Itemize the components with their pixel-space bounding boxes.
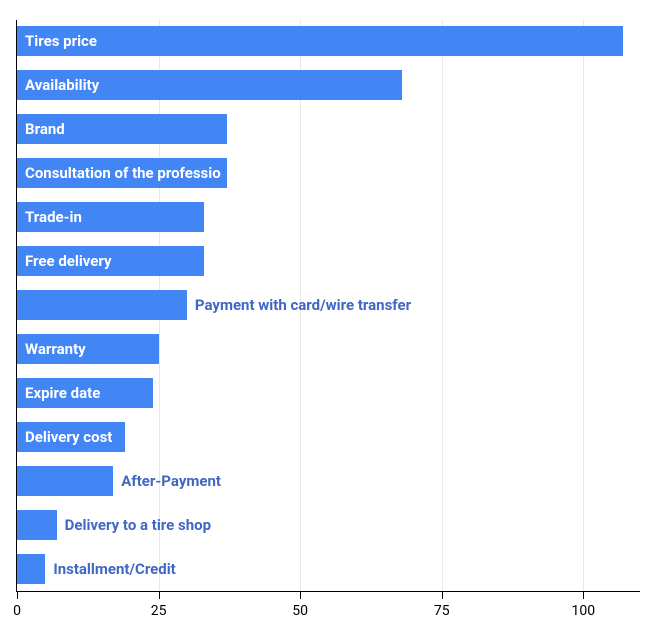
bar-row: Tires price — [17, 26, 640, 56]
plot-area: 0255075100Tires priceAvailabilityBrandCo… — [16, 20, 640, 592]
bar — [17, 26, 623, 56]
bar — [17, 70, 402, 100]
bar — [17, 466, 113, 496]
x-tick — [583, 591, 584, 599]
bar-row: Expire date — [17, 378, 640, 408]
bar — [17, 158, 227, 188]
bar — [17, 554, 45, 584]
bar — [17, 246, 204, 276]
bar-row: Consultation of the professio — [17, 158, 640, 188]
bar-row: Delivery cost — [17, 422, 640, 452]
bar-chart: 0 25 50 75 100 Tires price Availability Brand Co… — [0, 0, 664, 632]
bar-row: Brand — [17, 114, 640, 144]
bar-row: Installment/Credit — [17, 554, 640, 584]
bar-label: Delivery to a tire shop — [57, 510, 219, 540]
x-tick-label: 100 — [572, 603, 596, 619]
bar-row: Availability — [17, 70, 640, 100]
bar-label: After-Payment — [113, 466, 229, 496]
x-tick-label: 0 — [13, 603, 21, 619]
bar — [17, 378, 153, 408]
bar-label: Payment with card/wire transfer — [187, 290, 419, 320]
bar-row: Warranty — [17, 334, 640, 364]
bar-row: Free delivery — [17, 246, 640, 276]
x-tick — [442, 591, 443, 599]
bar-row: Delivery to a tire shop — [17, 510, 640, 540]
bar-row: After-Payment — [17, 466, 640, 496]
bar-row: Trade-in — [17, 202, 640, 232]
x-tick — [17, 591, 18, 599]
x-tick — [159, 591, 160, 599]
bar — [17, 202, 204, 232]
bar — [17, 510, 57, 540]
x-tick — [300, 591, 301, 599]
bar — [17, 114, 227, 144]
bar — [17, 334, 159, 364]
bar — [17, 290, 187, 320]
x-tick-label: 75 — [434, 603, 450, 619]
bar-row: Payment with card/wire transfer — [17, 290, 640, 320]
bar — [17, 422, 125, 452]
x-tick-label: 25 — [151, 603, 167, 619]
x-tick-label: 50 — [292, 603, 308, 619]
bar-label: Installment/Credit — [45, 554, 183, 584]
